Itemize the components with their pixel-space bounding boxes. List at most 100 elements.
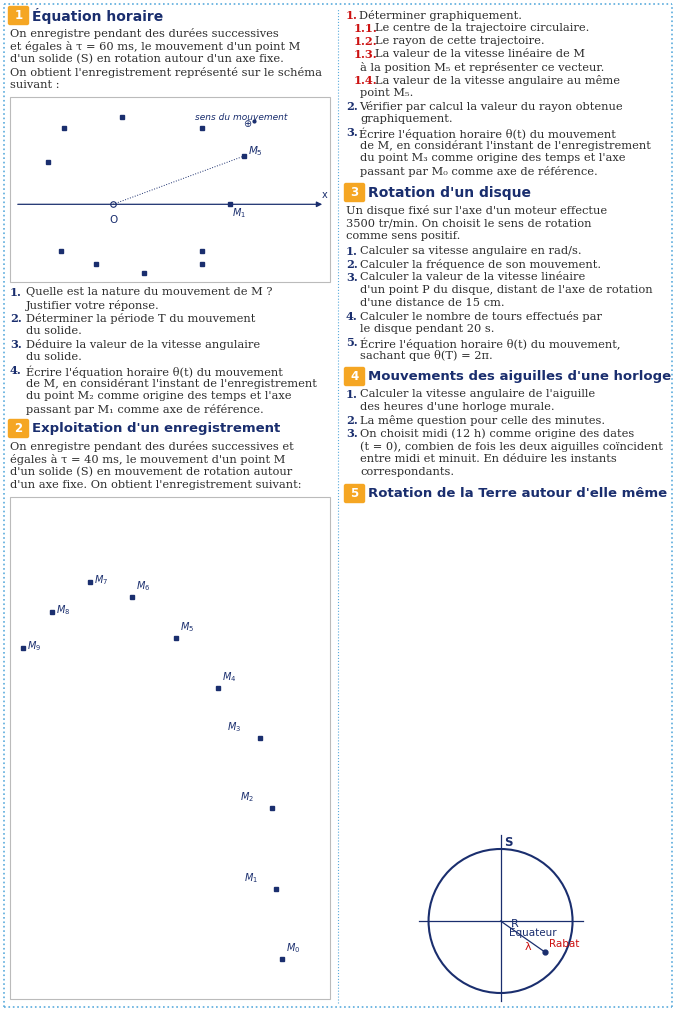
Text: On choisit midi (12 h) comme origine des dates: On choisit midi (12 h) comme origine des… (360, 428, 634, 439)
Text: Justifier votre réponse.: Justifier votre réponse. (26, 300, 160, 311)
Text: Déterminer graphiquement.: Déterminer graphiquement. (359, 10, 522, 21)
Text: d'un point P du disque, distant de l'axe de rotation: d'un point P du disque, distant de l'axe… (360, 285, 652, 295)
Text: 1.1.: 1.1. (354, 23, 378, 34)
Text: 1.2.: 1.2. (354, 36, 378, 47)
Text: $M_5$: $M_5$ (247, 145, 262, 158)
Text: $M_0$: $M_0$ (286, 941, 300, 954)
Text: Rotation d'un disque: Rotation d'un disque (368, 185, 531, 199)
Text: le disque pendant 20 s.: le disque pendant 20 s. (360, 324, 495, 334)
Text: d'un axe fixe. On obtient l'enregistrement suivant:: d'un axe fixe. On obtient l'enregistreme… (10, 480, 301, 490)
Text: 4.: 4. (10, 365, 22, 376)
Bar (10, 97, 330, 282)
Text: suivant :: suivant : (10, 80, 59, 90)
Text: de M, en considérant l'instant de l'enregistrement: de M, en considérant l'instant de l'enre… (360, 140, 651, 151)
Text: O: O (109, 215, 117, 225)
Text: point M₅.: point M₅. (360, 88, 414, 98)
Text: Calculer sa vitesse angulaire en rad/s.: Calculer sa vitesse angulaire en rad/s. (360, 246, 581, 256)
Text: Calculer la vitesse angulaire de l'aiguille: Calculer la vitesse angulaire de l'aigui… (360, 389, 595, 399)
Text: ⊕: ⊕ (243, 119, 251, 129)
Text: On enregistre pendant des durées successives: On enregistre pendant des durées success… (10, 28, 279, 39)
Text: Le centre de la trajectoire circulaire.: Le centre de la trajectoire circulaire. (375, 23, 589, 33)
Text: 1.4.: 1.4. (354, 75, 378, 86)
Text: $M_2$: $M_2$ (241, 791, 254, 804)
Text: 2: 2 (14, 422, 22, 435)
Text: du point M₃ comme origine des temps et l'axe: du point M₃ comme origine des temps et l… (360, 153, 625, 163)
Text: 3.: 3. (346, 127, 358, 137)
Text: 5: 5 (350, 487, 359, 500)
Text: 1.: 1. (346, 389, 358, 400)
Text: $M_6$: $M_6$ (136, 579, 150, 593)
Text: 1: 1 (14, 9, 22, 22)
Text: Écrire l'équation horaire θ(t) du mouvement,: Écrire l'équation horaire θ(t) du mouvem… (360, 337, 621, 350)
Text: Rabat: Rabat (549, 939, 579, 949)
Text: Calculer la valeur de la vitesse linéaire: Calculer la valeur de la vitesse linéair… (360, 272, 585, 282)
Text: Rotation de la Terre autour d'elle même: Rotation de la Terre autour d'elle même (368, 487, 667, 500)
Text: $M_1$: $M_1$ (232, 206, 246, 220)
Text: x: x (322, 190, 328, 200)
Text: et égales à τ = 60 ms, le mouvement d'un point M: et égales à τ = 60 ms, le mouvement d'un… (10, 41, 300, 52)
Text: entre midi et minuit. En déduire les instants: entre midi et minuit. En déduire les ins… (360, 454, 617, 464)
Text: Le rayon de cette trajectoire.: Le rayon de cette trajectoire. (375, 36, 545, 45)
Text: Calculer le nombre de tours effectués par: Calculer le nombre de tours effectués pa… (360, 311, 602, 321)
FancyBboxPatch shape (9, 420, 28, 438)
Text: On enregistre pendant des durées successives et: On enregistre pendant des durées success… (10, 441, 294, 452)
Text: Vérifier par calcul la valeur du rayon obtenue: Vérifier par calcul la valeur du rayon o… (359, 101, 623, 112)
Text: graphiquement.: graphiquement. (360, 114, 453, 124)
Text: 2.: 2. (346, 415, 358, 426)
Bar (10, 497, 330, 999)
Text: $M_5$: $M_5$ (180, 620, 195, 634)
Text: du point M₂ comme origine des temps et l'axe: du point M₂ comme origine des temps et l… (26, 391, 291, 401)
Text: $M_3$: $M_3$ (227, 720, 241, 734)
Text: du solide.: du solide. (26, 352, 82, 362)
Text: 3500 tr/min. On choisit le sens de rotation: 3500 tr/min. On choisit le sens de rotat… (346, 218, 592, 228)
Text: comme sens positif.: comme sens positif. (346, 231, 460, 241)
Text: Un disque fixé sur l'axe d'un moteur effectue: Un disque fixé sur l'axe d'un moteur eff… (346, 205, 607, 216)
Text: Écrire l'équation horaire θ(t) du mouvement: Écrire l'équation horaire θ(t) du mouvem… (359, 127, 616, 140)
Text: passant par M₀ comme axe de référence.: passant par M₀ comme axe de référence. (360, 166, 598, 177)
Text: Calculer la fréquence de son mouvement.: Calculer la fréquence de son mouvement. (360, 259, 601, 270)
Text: Mouvements des aiguilles d'une horloge: Mouvements des aiguilles d'une horloge (368, 370, 671, 383)
Text: Quelle est la nature du mouvement de M ?: Quelle est la nature du mouvement de M ? (26, 287, 272, 297)
Text: 3: 3 (350, 186, 358, 199)
Text: 2.: 2. (10, 313, 22, 324)
Text: Équateur: Équateur (508, 926, 556, 938)
Text: $M_9$: $M_9$ (27, 639, 41, 652)
FancyBboxPatch shape (345, 484, 364, 502)
Text: 5.: 5. (346, 337, 358, 348)
Text: 2.: 2. (346, 101, 358, 112)
Text: sachant que θ(T) = 2π.: sachant que θ(T) = 2π. (360, 350, 493, 361)
Text: Déterminer la période T du mouvement: Déterminer la période T du mouvement (26, 313, 256, 324)
Text: Écrire l'équation horaire θ(t) du mouvement: Écrire l'équation horaire θ(t) du mouvem… (26, 365, 283, 377)
Text: 3.: 3. (10, 339, 22, 350)
Text: sens du mouvement: sens du mouvement (195, 113, 287, 122)
Text: 1.: 1. (346, 246, 358, 257)
Text: à la position M₅ et représenter ce vecteur.: à la position M₅ et représenter ce vecte… (360, 62, 604, 73)
Text: On obtient l'enregistrement représenté sur le schéma: On obtient l'enregistrement représenté s… (10, 67, 322, 78)
FancyBboxPatch shape (345, 368, 364, 385)
Text: 1.: 1. (346, 10, 358, 21)
Text: λ: λ (525, 941, 532, 951)
Text: 2.: 2. (346, 259, 358, 270)
Text: d'un solide (S) en rotation autour d'un axe fixe.: d'un solide (S) en rotation autour d'un … (10, 54, 284, 65)
Text: égales à τ = 40 ms, le mouvement d'un point M: égales à τ = 40 ms, le mouvement d'un po… (10, 454, 285, 465)
Text: du solide.: du solide. (26, 326, 82, 336)
Text: 1.3.: 1.3. (354, 49, 378, 60)
Text: S: S (504, 836, 513, 849)
Text: passant par M₁ comme axe de référence.: passant par M₁ comme axe de référence. (26, 404, 264, 415)
Text: Exploitation d'un enregistrement: Exploitation d'un enregistrement (32, 422, 281, 435)
Text: $M_7$: $M_7$ (94, 573, 108, 587)
FancyBboxPatch shape (345, 184, 364, 201)
Text: 4.: 4. (346, 311, 358, 321)
Text: Déduire la valeur de la vitesse angulaire: Déduire la valeur de la vitesse angulair… (26, 339, 260, 350)
Text: 3.: 3. (346, 428, 358, 439)
Text: d'un solide (S) en mouvement de rotation autour: d'un solide (S) en mouvement de rotation… (10, 467, 292, 477)
Text: correspondants.: correspondants. (360, 467, 454, 477)
Text: La valeur de la vitesse linéaire de M: La valeur de la vitesse linéaire de M (375, 49, 585, 59)
Text: $M_8$: $M_8$ (55, 604, 70, 618)
Text: (t = 0), combien de fois les deux aiguilles coïncident: (t = 0), combien de fois les deux aiguil… (360, 441, 663, 452)
Text: 1.: 1. (10, 287, 22, 298)
Text: R: R (510, 919, 518, 929)
Text: Équation horaire: Équation horaire (32, 7, 163, 23)
Text: 3.: 3. (346, 272, 358, 283)
FancyBboxPatch shape (9, 6, 28, 24)
